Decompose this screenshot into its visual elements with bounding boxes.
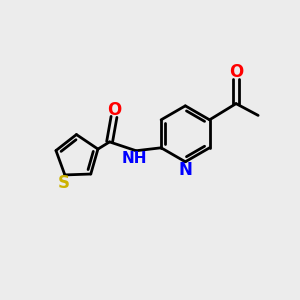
- Text: O: O: [229, 63, 243, 81]
- Text: NH: NH: [122, 152, 147, 166]
- Text: N: N: [178, 161, 192, 179]
- Text: O: O: [107, 101, 121, 119]
- Text: S: S: [57, 174, 69, 192]
